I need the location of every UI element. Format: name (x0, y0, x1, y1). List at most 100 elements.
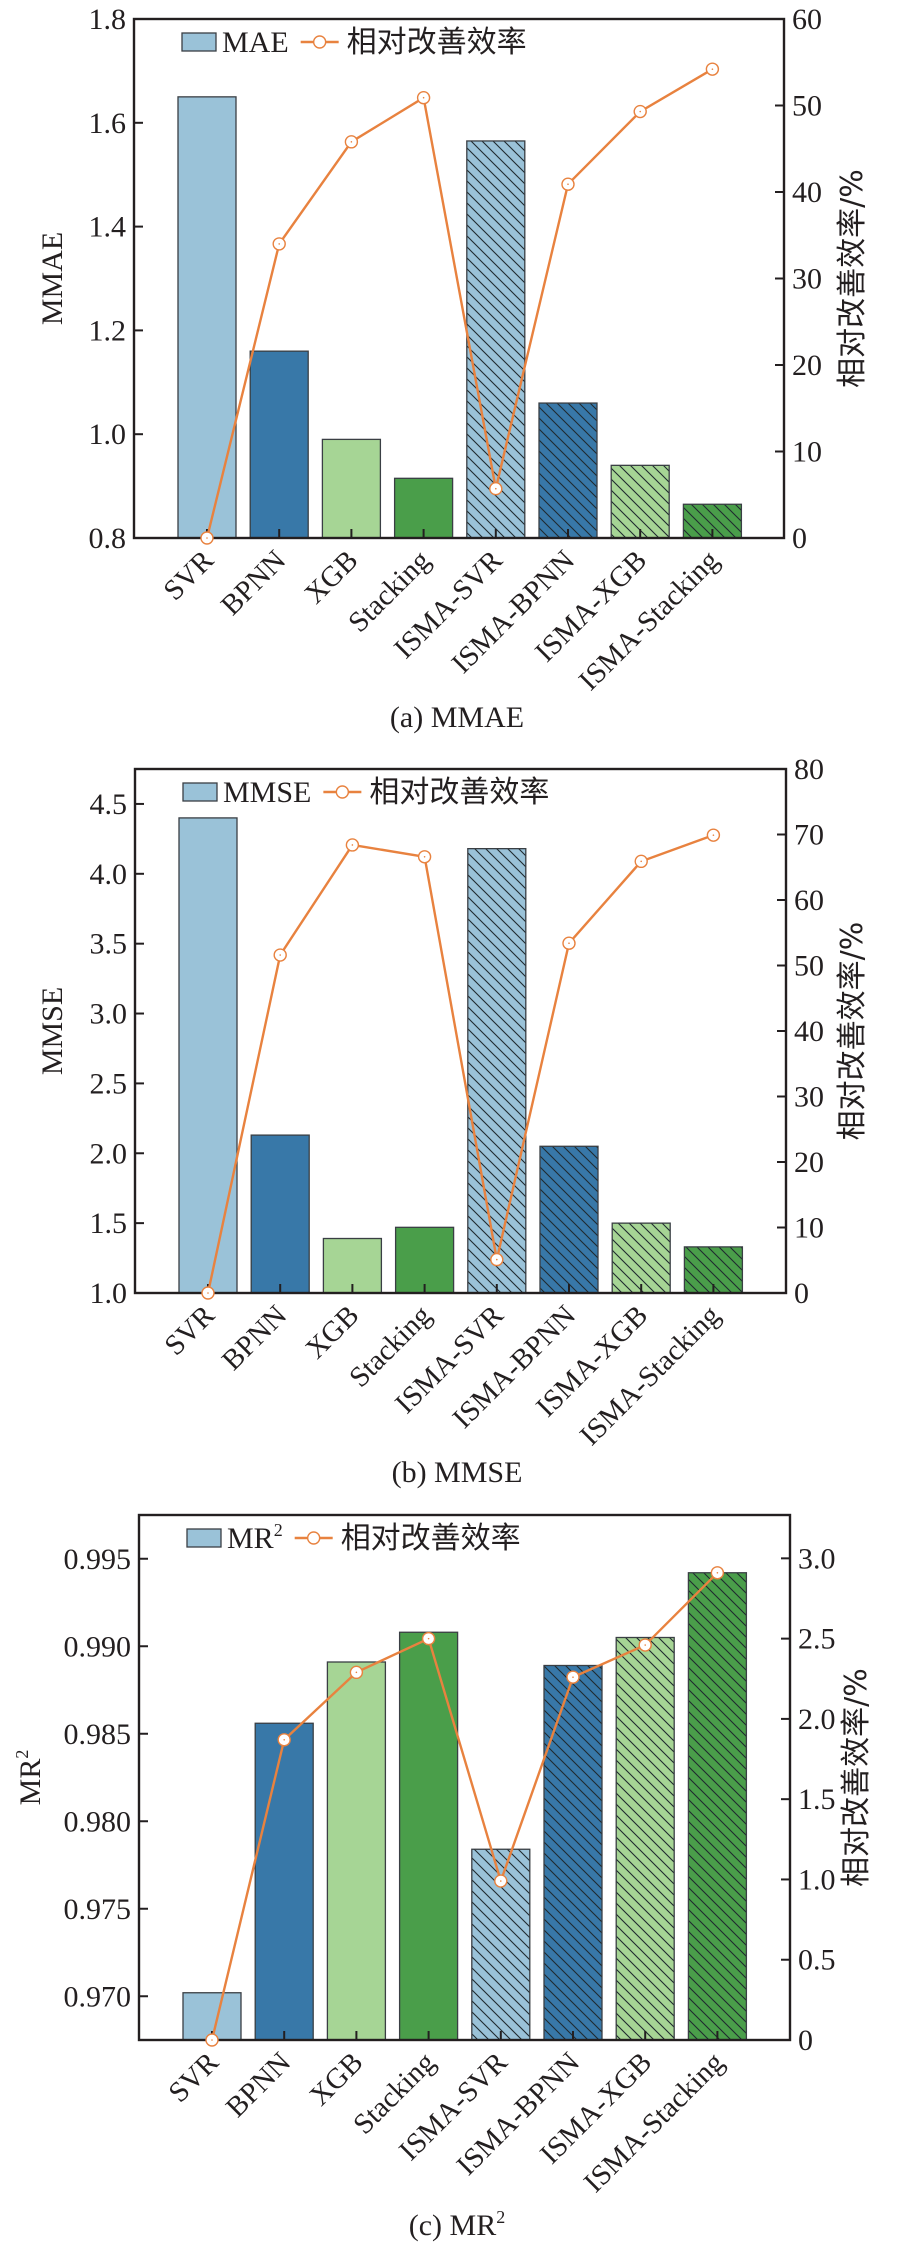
bar-isma-xgb (610, 464, 670, 539)
line-marker-dot (351, 844, 354, 846)
line-marker-dot (206, 537, 208, 539)
y-tick-label-right: 2.5 (798, 1623, 836, 1656)
y-tick-label-right: 40 (792, 176, 822, 209)
x-tick-label: BPNN (216, 1299, 293, 1376)
line-marker-dot (355, 1671, 358, 1674)
legend-line-label: 相对改善效率 (347, 26, 527, 59)
line-marker-dot (716, 1571, 719, 1574)
line-marker-dot (572, 1676, 574, 1678)
line-marker-dot (712, 834, 715, 836)
panel-caption: (b) MMSE (392, 1456, 523, 1489)
line-marker-dot (640, 860, 642, 863)
legend: MMSE 相对改善效率 (182, 776, 549, 809)
line-marker-dot (278, 243, 281, 245)
y-tick-label-right: 10 (794, 1212, 824, 1245)
y-tick-label-right: 60 (792, 3, 822, 36)
y-tick-label-right: 50 (792, 90, 822, 123)
improvement-line (205, 68, 714, 539)
y-tick-label-right: 30 (794, 1081, 824, 1114)
bar-bpnn (254, 1722, 314, 2041)
bar-bpnn (249, 350, 309, 539)
x-tick-label: XGB (299, 1299, 365, 1365)
improvement-line (206, 834, 714, 1294)
y-tick-label-right: 10 (792, 436, 822, 469)
y-tick-label-left: 1.2 (89, 314, 127, 347)
y-tick-label-left: 1.5 (90, 1207, 128, 1240)
x-tick-label: BPNN (215, 544, 292, 621)
line-marker-dot (211, 2039, 213, 2041)
y-axis-title-right: 相对改善效率/% (835, 922, 870, 1141)
superscript: 2 (12, 1750, 32, 1759)
y-tick-label-left: 1.0 (90, 1277, 128, 1310)
legend-marker (312, 35, 327, 49)
y-tick-label-right: 0 (792, 522, 807, 555)
y-tick-label-left: 1.6 (89, 107, 127, 140)
panel-caption: (c) MR2 (409, 2207, 505, 2242)
y-axis-title-right: 相对改善效率/% (839, 1668, 874, 1887)
y-tick-label-right: 20 (792, 349, 822, 382)
bar-stacking (394, 1226, 455, 1294)
y-tick-label-right: 50 (794, 950, 824, 983)
line-marker-dot (283, 1738, 286, 1741)
bar-bpnn (250, 1134, 310, 1294)
bar-isma-stacking (687, 1572, 748, 2041)
y-tick-label-left: 3.5 (90, 928, 128, 961)
y-tick-label-left: 0.995 (64, 1543, 132, 1576)
line-marker-dot (639, 110, 641, 113)
bar-isma-xgb (611, 1222, 671, 1294)
y-tick-label-right: 30 (792, 263, 822, 296)
legend-bar-swatch (181, 32, 217, 52)
x-tick-label: SVR (157, 544, 220, 607)
y-tick-label-right: 2.0 (798, 1703, 836, 1736)
line-marker-dot (427, 1637, 430, 1640)
bar-isma-bpnn (538, 402, 598, 539)
line-marker-dot (495, 487, 497, 490)
line-marker-dot (422, 96, 425, 99)
bar-svr (178, 817, 238, 1294)
legend-bar-label: MAE (222, 26, 289, 59)
bar-xgb (321, 438, 382, 539)
legend-bar-swatch (186, 1528, 222, 1548)
y-tick-label-right: 1.5 (798, 1783, 836, 1816)
legend: MAE 相对改善效率 (181, 26, 527, 59)
y-tick-label-right: 0 (794, 1277, 809, 1310)
superscript: 2 (496, 2207, 505, 2227)
bar-isma-bpnn (543, 1664, 603, 2041)
y-tick-label-right: 60 (794, 884, 824, 917)
y-tick-label-left: 0.975 (64, 1893, 132, 1926)
legend-bar-label: MR2 (227, 1520, 283, 1555)
legend-marker (306, 1531, 321, 1545)
x-tick-label: XGB (303, 2046, 369, 2112)
y-axis-title-left: MR2 (12, 1750, 47, 1806)
improvement-line (210, 1571, 719, 2041)
bar-xgb (326, 1661, 387, 2041)
y-tick-label-left: 0.8 (89, 522, 127, 555)
bar-stacking (393, 477, 454, 539)
legend-marker (335, 785, 350, 799)
panel-caption: (a) MMAE (390, 701, 524, 734)
y-tick-label-right: 0.5 (798, 1944, 836, 1977)
y-axis-title-left: MMSE (36, 987, 69, 1075)
line-marker-dot (350, 141, 353, 143)
y-tick-label-right: 70 (794, 819, 824, 852)
legend-line-label: 相对改善效率 (341, 1522, 521, 1555)
y-tick-label-left: 0.970 (64, 1980, 132, 2013)
y-tick-label-right: 80 (794, 753, 824, 786)
x-tick-label: BPNN (220, 2046, 297, 2123)
bar-isma-svr (466, 140, 526, 539)
bar-isma-bpnn (539, 1145, 599, 1294)
line-marker-dot (711, 68, 714, 70)
y-tick-label-left: 4.0 (90, 858, 128, 891)
legend-bar-label: MMSE (223, 776, 311, 809)
legend-bar-swatch (182, 782, 218, 802)
legend: MR2 相对改善效率 (186, 1520, 521, 1555)
y-tick-label-left: 2.5 (90, 1067, 128, 1100)
line-marker-dot (500, 1880, 502, 1882)
y-tick-label-left: 2.0 (90, 1137, 128, 1170)
line-marker-dot (568, 942, 570, 945)
line-marker-dot (207, 1292, 209, 1294)
y-tick-label-left: 3.0 (90, 998, 128, 1031)
x-tick-label: XGB (298, 544, 364, 610)
